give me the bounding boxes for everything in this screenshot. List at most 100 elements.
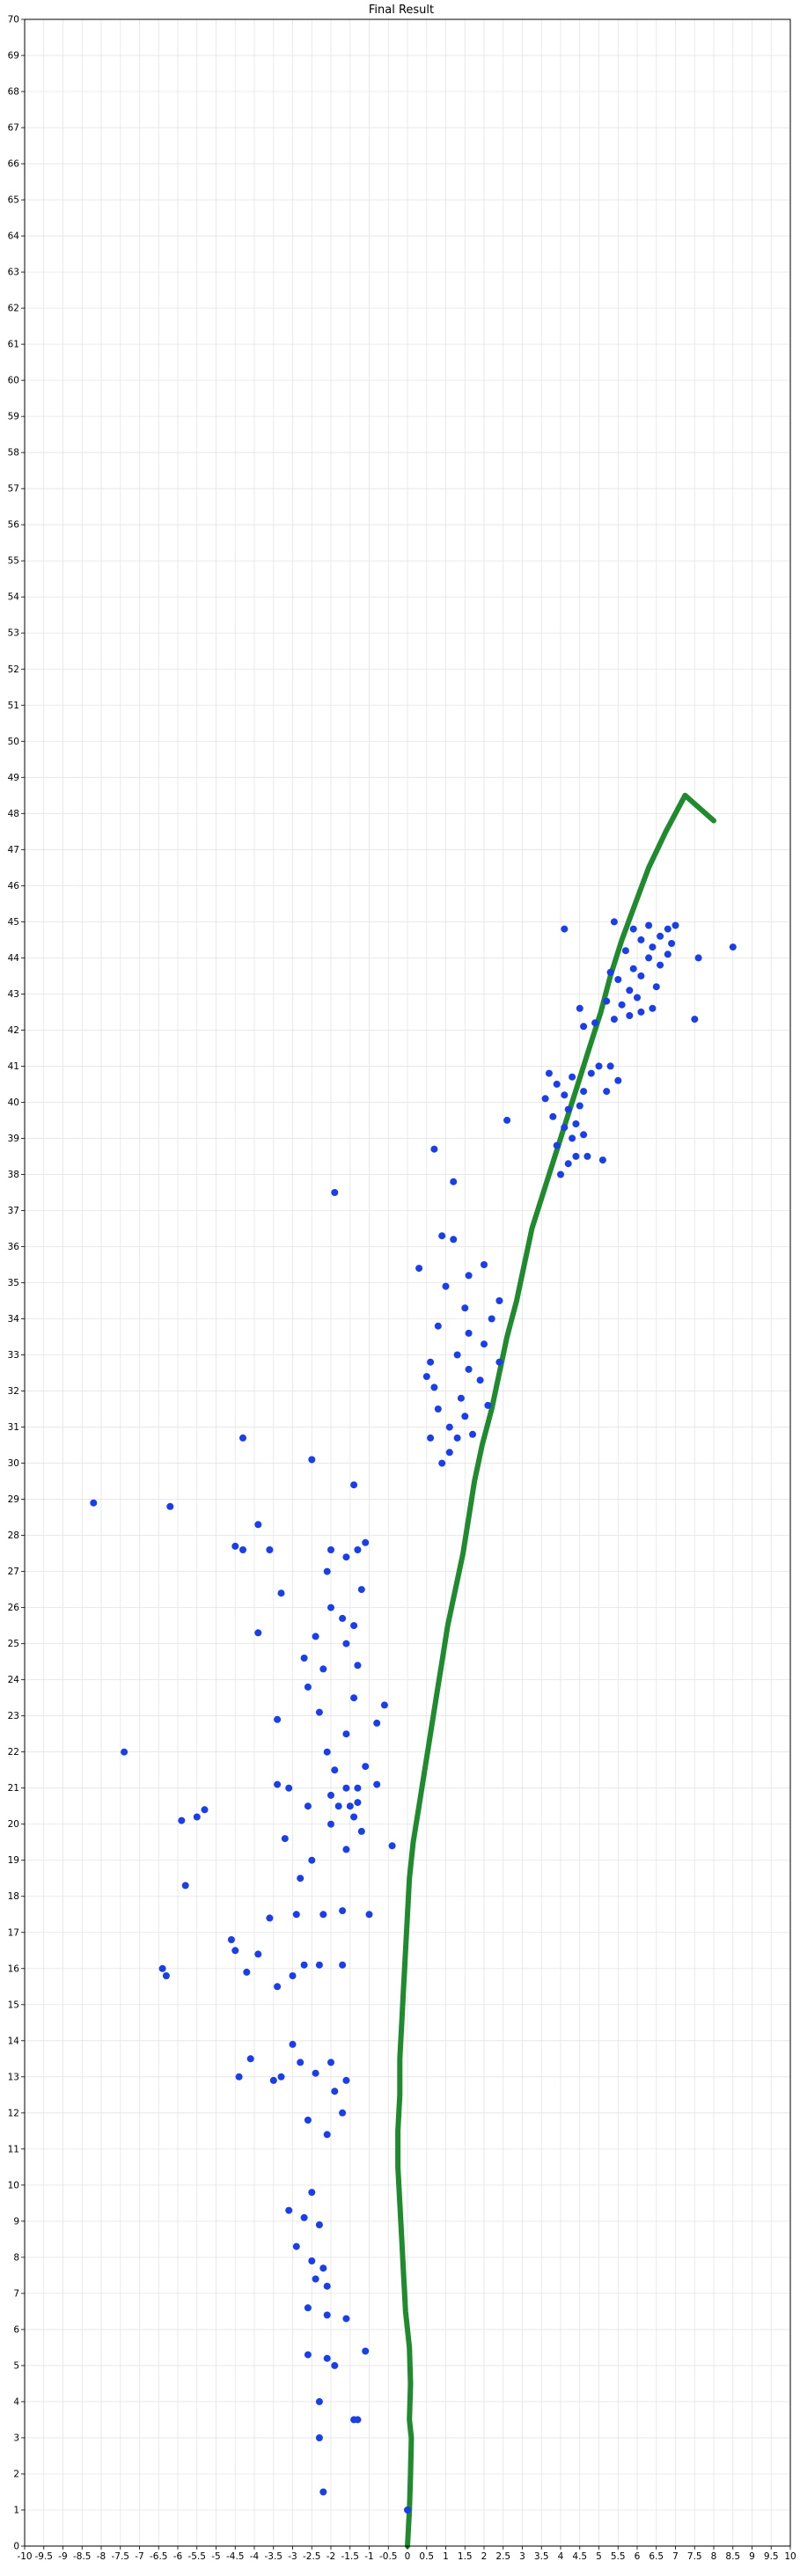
data-point [162,1972,170,1979]
data-point [453,1351,461,1359]
data-point [304,1683,312,1691]
data-point [266,1914,274,1922]
data-point [645,921,653,929]
data-point [404,2506,411,2514]
data-point [657,961,664,969]
data-point [323,2311,331,2319]
data-point [158,1964,166,1972]
data-point [254,1521,262,1529]
data-point [254,1950,262,1958]
data-point [481,1261,488,1268]
data-point [465,1272,473,1280]
y-tick-label: 69 [8,51,19,62]
x-tick-label: 2 [481,2551,488,2562]
data-point [304,2117,312,2124]
y-tick-label: 16 [8,1963,20,1974]
data-point [649,1004,657,1012]
data-point [323,2354,331,2362]
data-point [178,1816,186,1824]
data-point [629,965,637,972]
data-point [591,1019,599,1027]
y-tick-label: 0 [13,2542,19,2552]
data-point [300,2213,308,2221]
data-point [580,1023,588,1031]
y-tick-label: 3 [13,2433,19,2443]
x-tick-label: -5 [211,2551,220,2562]
data-point [254,1629,262,1637]
data-point [657,932,664,940]
data-point [342,1553,350,1561]
x-tick-label: 0 [405,2551,411,2562]
data-point [274,1983,282,1991]
x-tick-label: 0.5 [419,2551,434,2562]
data-point [323,2131,331,2139]
y-tick-label: 12 [8,2108,19,2118]
data-point [637,936,645,943]
data-point [603,997,611,1005]
data-point [308,2189,316,2197]
scatter-points [90,918,737,2514]
data-point [90,1499,98,1507]
data-point [564,1160,572,1168]
data-point [354,1799,362,1807]
data-point [626,987,634,994]
x-tick-label: -4 [250,2551,260,2562]
data-point [243,1968,251,1976]
x-tick-label: 9.5 [764,2551,779,2562]
data-point [461,1304,469,1312]
data-point [549,1112,557,1120]
data-point [415,1265,423,1273]
data-point [339,1614,347,1622]
y-tick-label: 57 [8,484,19,495]
data-point [357,1827,365,1835]
data-point [289,1972,297,1979]
data-point [274,1780,282,1788]
x-tick-label: -1 [364,2551,373,2562]
data-point [427,1358,435,1366]
data-point [629,925,637,933]
x-tick-label: -8 [97,2551,106,2562]
y-tick-label: 43 [8,989,19,1000]
data-point [445,1423,453,1431]
data-point [315,1961,323,1969]
data-point [664,925,672,933]
y-tick-label: 28 [8,1530,19,1541]
y-tick-label: 63 [8,268,19,278]
data-point [327,1791,334,1799]
y-tick-label: 64 [8,231,20,242]
y-tick-label: 31 [8,1422,19,1433]
data-point [300,1961,308,1969]
x-tick-label: -2 [327,2551,335,2562]
data-point [422,1373,430,1381]
track-line [395,792,716,2549]
y-tick-label: 8 [13,2252,19,2263]
y-tick-label: 26 [8,1603,20,1613]
data-point [304,2304,312,2312]
y-tick-label: 2 [13,2469,19,2479]
y-tick-label: 9 [13,2216,19,2227]
data-point [453,1434,461,1442]
data-point [277,2073,285,2081]
y-tick-label: 1 [13,2505,19,2515]
y-tick-label: 36 [8,1242,20,1252]
data-point [637,972,645,980]
chart-title: Final Result [369,4,434,17]
data-point [227,1936,235,1943]
y-tick-label: 38 [8,1170,19,1180]
y-tick-label: 17 [8,1927,19,1938]
y-tick-label: 19 [8,1855,19,1866]
y-tick-label: 14 [8,2036,20,2046]
data-point [618,1001,626,1009]
y-tick-label: 13 [8,2072,19,2082]
y-tick-label: 41 [8,1061,19,1072]
x-tick-label: -7 [135,2551,143,2562]
x-tick-label: -6 [173,2551,183,2562]
data-point [380,1701,388,1709]
y-tick-label: 42 [8,1025,19,1036]
data-point [312,1633,319,1640]
y-tick-label: 10 [8,2180,19,2191]
x-tick-label: 9 [749,2551,755,2562]
x-tick-label: -0.5 [379,2551,398,2562]
data-point [308,1456,316,1464]
data-point [277,1589,285,1597]
